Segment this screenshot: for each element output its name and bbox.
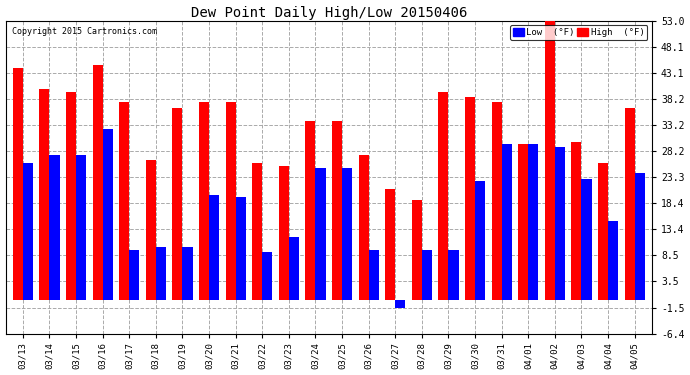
Bar xyxy=(582,179,591,300)
Bar xyxy=(359,155,368,300)
Bar xyxy=(129,250,139,300)
Bar xyxy=(39,89,50,300)
Bar xyxy=(306,121,315,300)
Bar xyxy=(315,168,326,300)
Bar xyxy=(103,129,112,300)
Bar xyxy=(279,165,289,300)
Bar xyxy=(236,197,246,300)
Bar xyxy=(50,155,59,300)
Bar xyxy=(529,144,538,300)
Legend: Low  (°F), High  (°F): Low (°F), High (°F) xyxy=(510,25,647,40)
Bar xyxy=(422,250,432,300)
Bar xyxy=(555,147,565,300)
Bar xyxy=(465,97,475,300)
Bar xyxy=(368,250,379,300)
Bar xyxy=(608,221,618,300)
Bar xyxy=(544,21,555,300)
Bar xyxy=(156,247,166,300)
Bar xyxy=(502,144,512,300)
Bar xyxy=(635,174,644,300)
Bar xyxy=(412,200,422,300)
Bar xyxy=(66,92,76,300)
Bar xyxy=(395,300,405,308)
Bar xyxy=(385,189,395,300)
Bar xyxy=(289,237,299,300)
Bar xyxy=(209,195,219,300)
Bar xyxy=(438,92,449,300)
Bar xyxy=(624,108,635,300)
Bar xyxy=(92,66,103,300)
Bar xyxy=(226,102,236,300)
Bar xyxy=(448,250,459,300)
Bar xyxy=(475,182,485,300)
Bar xyxy=(199,102,209,300)
Bar xyxy=(332,121,342,300)
Bar xyxy=(23,163,33,300)
Bar xyxy=(571,142,582,300)
Bar xyxy=(518,144,529,300)
Bar xyxy=(262,252,273,300)
Bar xyxy=(146,160,156,300)
Title: Dew Point Daily High/Low 20150406: Dew Point Daily High/Low 20150406 xyxy=(190,6,467,20)
Bar xyxy=(598,163,608,300)
Bar xyxy=(491,102,502,300)
Bar xyxy=(252,163,262,300)
Bar xyxy=(182,247,193,300)
Bar xyxy=(172,108,182,300)
Bar xyxy=(119,102,129,300)
Bar xyxy=(12,68,23,300)
Bar xyxy=(76,155,86,300)
Bar xyxy=(342,168,352,300)
Text: Copyright 2015 Cartronics.com: Copyright 2015 Cartronics.com xyxy=(12,27,157,36)
